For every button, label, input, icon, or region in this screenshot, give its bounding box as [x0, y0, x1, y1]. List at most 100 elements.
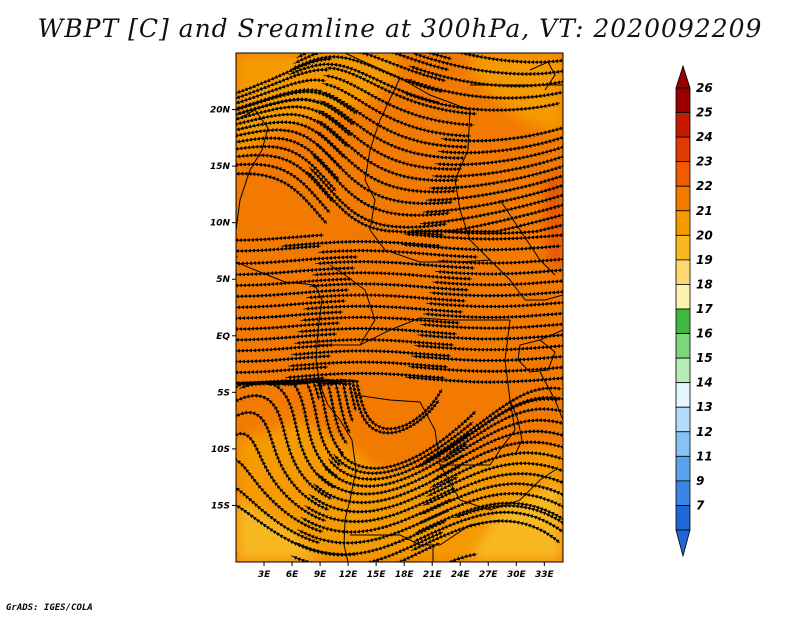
- colorbar-bottom-triangle: [675, 529, 691, 558]
- lon-tick-label: 18E: [395, 570, 415, 580]
- colorbar-swatch: [675, 308, 691, 334]
- streamline: [66, 169, 222, 204]
- streamline: [101, 488, 215, 599]
- boundary-angola: [354, 394, 490, 466]
- colorbar-swatch: [675, 161, 691, 187]
- streamline: [45, 372, 205, 378]
- colorbar-swatch: [675, 406, 691, 433]
- streamline: [51, 70, 209, 86]
- streamline: [236, 332, 338, 342]
- streamline: [236, 113, 238, 115]
- streamline: [312, 270, 473, 281]
- streamline: [420, 321, 563, 331]
- boundary-east: [525, 294, 563, 421]
- colorbar-label: 25: [696, 106, 713, 120]
- grads-credit: GrADS: IGES/COLA: [6, 603, 93, 613]
- streamline: [236, 266, 356, 277]
- streamline: [56, 202, 213, 232]
- boundary-chad-sudan: [454, 109, 491, 261]
- streamline: [48, 81, 206, 98]
- streamline: [79, 521, 206, 616]
- streamline: [236, 256, 238, 258]
- streamline: [297, 326, 458, 336]
- streamline: [52, 213, 210, 235]
- boundary-zambia: [439, 464, 556, 511]
- streamline: [42, 103, 200, 124]
- streamline: [60, 191, 216, 225]
- lon-tick-label: 15E: [367, 570, 387, 580]
- coastline-west: [236, 109, 357, 562]
- streamline: [78, 125, 234, 160]
- colorbar-label: 7: [696, 498, 705, 512]
- lat-tick-label: 20N: [210, 106, 231, 116]
- lon-tick-label: 30E: [507, 570, 527, 580]
- colorbar-swatch: [675, 210, 691, 236]
- lat-tick-label: EQ: [216, 332, 230, 342]
- colorbar-swatch: [675, 112, 691, 138]
- streamline: [54, 339, 214, 345]
- streamline: [66, 295, 226, 302]
- streamline: [236, 411, 237, 412]
- streamline: [454, 503, 563, 554]
- streamline: [72, 273, 232, 280]
- lon-tick-label: 12E: [339, 570, 359, 580]
- streamline: [63, 306, 223, 312]
- streamline: [285, 371, 446, 380]
- page-title: WBPT [C] and Sreamline at 300hPa, VT: 20…: [37, 14, 763, 43]
- streamline: [120, 389, 202, 521]
- streamline: [116, 466, 221, 586]
- colorbar-label: 20: [696, 228, 713, 242]
- streamline: [236, 310, 344, 321]
- lat-tick-label: 5S: [217, 388, 230, 398]
- colorbar-label: 15: [696, 351, 713, 365]
- boundary-car: [384, 249, 526, 301]
- streamline: [41, 241, 201, 247]
- colorbar-label: 26: [696, 81, 713, 95]
- colorbar-label: 12: [696, 425, 713, 439]
- colorbar-label: 9: [696, 474, 704, 488]
- streamline: [236, 277, 353, 288]
- streamline: [306, 293, 467, 303]
- streamline: [48, 361, 208, 367]
- colorbar-label: 16: [696, 327, 713, 341]
- streamline: [86, 510, 209, 611]
- streamline: [236, 299, 347, 310]
- streamline: [236, 321, 341, 332]
- streamline: [124, 455, 224, 579]
- colorbar-swatch: [675, 136, 691, 163]
- colorbar-swatch: [675, 455, 691, 482]
- boundary-angola-south: [350, 534, 440, 546]
- colorbar-swatch: [675, 87, 691, 113]
- boundary-cameroon: [329, 264, 376, 346]
- streamline: [306, 170, 445, 237]
- streamline: [236, 365, 329, 375]
- streamline: [48, 224, 207, 235]
- streamline: [51, 350, 211, 356]
- lon-tick-label: 6E: [286, 570, 299, 580]
- country-boundaries: [236, 53, 563, 562]
- lon-tick-label: 21E: [423, 570, 443, 580]
- lake-tanganyika: [509, 399, 523, 456]
- colorbar-swatch: [675, 480, 691, 506]
- boundary-congo: [320, 317, 510, 346]
- streamline: [236, 541, 238, 562]
- lon-tick-label: 27E: [479, 570, 499, 580]
- streamline: [300, 315, 461, 325]
- streamline: [63, 180, 219, 214]
- streamline: [309, 281, 470, 292]
- streamline: [108, 477, 218, 593]
- streamline: [281, 239, 442, 248]
- lon-tick-label: 24E: [451, 570, 471, 580]
- lat-tick-label: 10N: [210, 219, 231, 229]
- streamline: [294, 337, 455, 347]
- colorbar-swatch: [675, 234, 691, 261]
- streamline: [133, 400, 199, 542]
- colorbar-label: 17: [696, 302, 713, 316]
- streamlines: [41, 53, 563, 616]
- streamline: [60, 317, 220, 323]
- streamline: [414, 343, 563, 352]
- colorbar-top-triangle: [675, 64, 691, 89]
- lon-tick-label: 3E: [258, 570, 271, 580]
- colorbar-swatch: [675, 505, 691, 531]
